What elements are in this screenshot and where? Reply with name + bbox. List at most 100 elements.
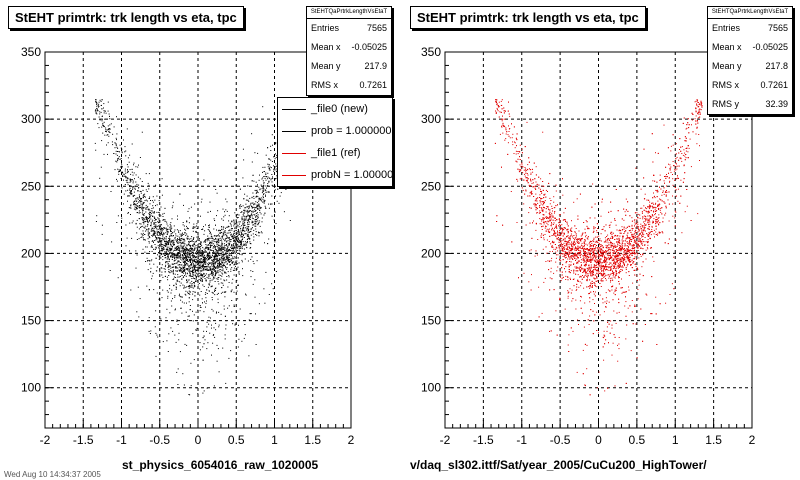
data-point	[237, 284, 238, 286]
data-point	[255, 216, 257, 218]
data-point	[191, 264, 193, 266]
data-point	[261, 200, 262, 202]
data-point	[275, 143, 277, 145]
data-point	[637, 226, 639, 228]
data-point	[629, 252, 631, 254]
data-point	[252, 174, 254, 176]
data-point	[256, 191, 258, 193]
data-point	[271, 134, 273, 136]
data-point	[228, 249, 230, 251]
data-point	[205, 265, 207, 267]
data-point	[138, 228, 140, 230]
data-point	[144, 251, 146, 253]
data-point	[198, 268, 200, 270]
data-point	[534, 255, 536, 257]
data-point	[251, 217, 253, 219]
data-point	[165, 261, 167, 263]
data-point	[160, 238, 162, 240]
data-point	[183, 241, 185, 243]
data-point	[218, 239, 219, 241]
data-point	[194, 270, 196, 272]
data-point	[202, 265, 203, 266]
data-point	[129, 179, 131, 181]
data-point	[183, 269, 185, 271]
data-point	[188, 243, 190, 245]
data-point	[259, 232, 261, 234]
data-point	[191, 270, 192, 272]
data-point	[165, 251, 167, 253]
data-point	[202, 257, 204, 258]
data-point	[218, 371, 220, 373]
data-point	[209, 270, 211, 271]
data-point	[178, 260, 180, 262]
data-point	[258, 203, 260, 205]
data-point	[186, 238, 188, 240]
data-point	[147, 182, 149, 184]
data-point	[172, 242, 174, 244]
data-point	[133, 162, 135, 164]
data-point	[607, 250, 609, 252]
data-point	[247, 234, 249, 236]
data-point	[138, 206, 140, 208]
data-point	[159, 186, 161, 187]
data-point	[223, 308, 225, 310]
data-point	[222, 284, 224, 286]
data-point	[170, 244, 172, 246]
data-point	[254, 189, 256, 191]
data-point	[214, 290, 215, 292]
data-point	[267, 185, 269, 186]
data-point	[182, 267, 184, 269]
data-point	[219, 269, 221, 270]
data-point	[558, 239, 560, 240]
data-point	[586, 267, 588, 269]
data-point	[267, 183, 269, 185]
data-point	[263, 185, 265, 187]
data-point	[229, 259, 231, 261]
data-point	[205, 248, 206, 250]
data-point	[173, 285, 175, 287]
data-point	[258, 200, 260, 202]
data-point	[585, 243, 587, 245]
data-point	[152, 240, 154, 242]
data-point	[209, 241, 211, 243]
data-point	[244, 230, 246, 232]
data-point	[253, 206, 255, 208]
data-point	[238, 324, 239, 326]
data-point	[228, 256, 230, 258]
data-point	[160, 229, 162, 231]
data-point	[124, 175, 126, 177]
data-point	[164, 221, 166, 222]
data-point	[234, 241, 236, 243]
data-point	[215, 322, 217, 324]
data-point	[188, 292, 190, 294]
data-point	[165, 243, 167, 245]
data-point	[132, 187, 134, 189]
data-point	[142, 189, 144, 191]
data-point	[255, 231, 257, 233]
data-point	[185, 246, 187, 248]
data-point	[145, 218, 147, 219]
data-point	[170, 300, 172, 302]
data-point	[192, 238, 194, 240]
data-point	[183, 285, 185, 287]
data-point	[177, 239, 179, 240]
data-point	[151, 220, 153, 222]
data-point	[274, 158, 276, 160]
data-point	[125, 155, 127, 157]
data-point	[165, 243, 167, 245]
data-point	[227, 259, 229, 261]
data-point	[215, 271, 217, 273]
data-point	[223, 245, 225, 247]
data-point	[171, 248, 173, 250]
data-point	[142, 206, 144, 208]
data-point	[214, 294, 216, 296]
data-point	[238, 232, 240, 234]
data-point	[130, 214, 131, 215]
data-point	[190, 241, 192, 242]
data-point	[137, 205, 139, 207]
data-point	[268, 180, 270, 182]
data-point	[226, 268, 228, 270]
data-point	[231, 248, 233, 250]
data-point	[170, 222, 172, 224]
data-point	[246, 209, 248, 211]
